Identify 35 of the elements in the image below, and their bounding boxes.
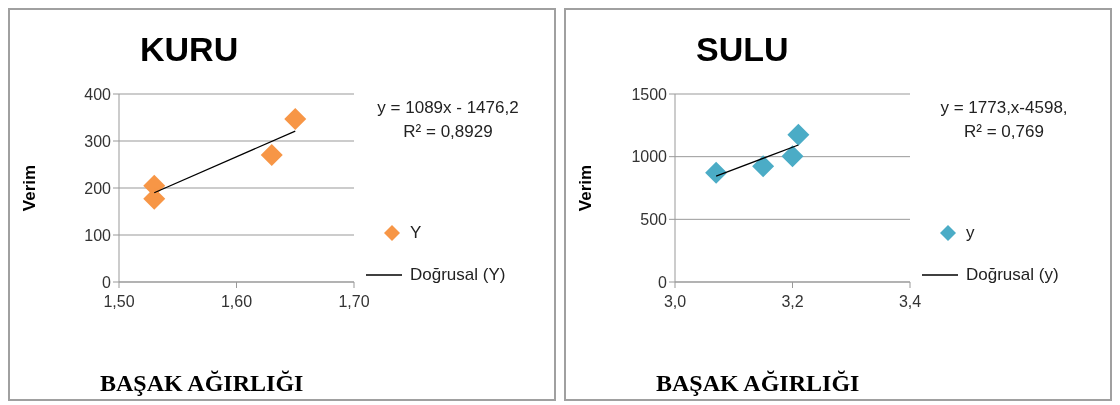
x-tick-label: 1,50 [103, 293, 135, 311]
x-tick-label: 3,0 [663, 293, 687, 311]
text: y = 1773,x-4598, [939, 97, 1069, 119]
x-axis-title: BAŞAK AĞIRLIĞI [656, 370, 860, 397]
x-axis-title: BAŞAK AĞIRLIĞI [100, 370, 304, 397]
point [705, 161, 728, 184]
y-tick-label: 1000 [631, 148, 668, 166]
y-tick-label: 1500 [631, 85, 668, 103]
legend-label: y [966, 223, 975, 243]
point [752, 155, 775, 178]
point [781, 145, 804, 168]
y-tick-label: 0 [102, 273, 112, 291]
y-tick-label: 500 [640, 211, 668, 229]
x-tick-label: 1,60 [220, 293, 253, 311]
point [260, 144, 283, 167]
y-tick-label: 300 [84, 132, 112, 150]
text: R² = 0,769 [963, 121, 1045, 143]
y-tick-label: 400 [84, 85, 112, 103]
x-tick-label: 3,4 [898, 293, 922, 311]
point [284, 107, 307, 130]
legend-label: Y [410, 223, 422, 243]
y-tick-label: 100 [84, 226, 112, 244]
y-tick-label: 200 [84, 179, 112, 197]
y-tick-label: 0 [658, 273, 668, 291]
chart-title: KURU [140, 30, 239, 69]
chart-title: SULU [696, 30, 789, 69]
legend-label: Doğrusal (Y) [410, 265, 506, 285]
x-tick-label: 1,70 [338, 293, 370, 311]
y-axis-title: Verim [576, 164, 596, 212]
text: y = 1089x - 1476,2 [376, 97, 520, 119]
legend-label: Doğrusal (y) [966, 265, 1059, 285]
point [787, 123, 810, 146]
y-axis-title: Verim [20, 164, 40, 212]
x-tick-label: 3,2 [781, 293, 804, 311]
text: R² = 0,8929 [402, 121, 494, 143]
